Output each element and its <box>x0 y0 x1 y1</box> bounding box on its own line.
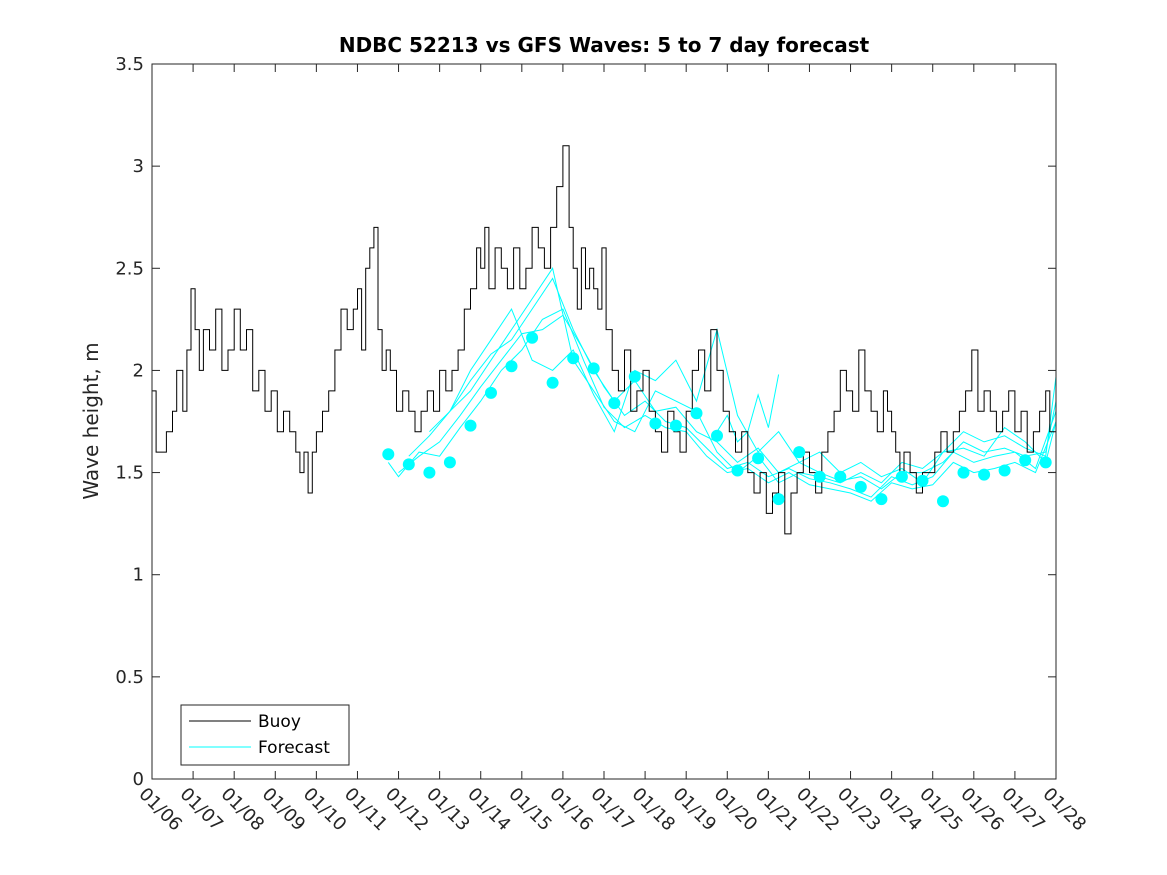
forecast-marker <box>937 495 949 508</box>
forecast-marker <box>813 470 826 483</box>
x-tick-label: 01/12 <box>381 784 433 836</box>
forecast-marker <box>854 480 867 493</box>
y-tick-label: 3.5 <box>115 54 144 75</box>
x-tick-label: 01/07 <box>176 784 228 836</box>
forecast-marker <box>731 464 744 477</box>
forecast-marker <box>978 468 991 481</box>
y-tick-label: 1.5 <box>115 463 144 484</box>
forecast-marker <box>875 493 888 506</box>
forecast-marker <box>793 446 806 459</box>
forecast-line <box>398 314 1057 498</box>
forecast-line <box>449 308 1057 484</box>
y-axis: 0 0.5 1 1.5 2 2.5 3 3.5 <box>115 54 1056 790</box>
forecast-marker <box>998 464 1011 477</box>
x-tick-label: 01/13 <box>422 784 474 836</box>
forecast-marker <box>526 331 539 344</box>
x-tick-label: 01/22 <box>792 784 844 836</box>
forecast-marker <box>669 419 682 432</box>
forecast-marker <box>382 448 395 461</box>
forecast-marker <box>485 386 497 399</box>
forecast-marker <box>957 466 970 479</box>
y-axis-label: Wave height, m <box>79 342 103 499</box>
forecast-marker <box>690 407 703 420</box>
forecast-marker <box>546 376 559 389</box>
y-tick-label: 1 <box>133 565 144 586</box>
x-tick-label: 01/20 <box>710 784 762 836</box>
y-tick-label: 2 <box>133 360 144 381</box>
x-tick-label: 01/14 <box>463 784 515 836</box>
x-tick-label: 01/25 <box>915 784 967 836</box>
forecast-marker-layer <box>382 331 1052 508</box>
series-layer <box>152 145 1057 535</box>
forecast-marker <box>402 458 415 471</box>
y-tick-label: 0.5 <box>115 667 144 688</box>
forecast-marker <box>834 470 847 483</box>
x-tick-label: 01/17 <box>586 784 638 836</box>
forecast-marker <box>628 370 641 383</box>
forecast-marker <box>567 352 580 365</box>
legend-buoy-label: Buoy <box>258 712 301 732</box>
forecast-marker <box>505 360 518 373</box>
forecast-marker <box>752 452 765 465</box>
x-tick-label: 01/08 <box>217 784 269 836</box>
forecast-marker <box>1039 456 1052 469</box>
x-tick-label: 01/23 <box>833 784 885 836</box>
x-tick-label: 01/18 <box>628 784 680 836</box>
y-tick-label: 0 <box>133 769 144 790</box>
x-tick-label: 01/10 <box>299 784 351 836</box>
forecast-marker <box>649 417 662 430</box>
forecast-marker <box>895 470 908 483</box>
legend-forecast-label: Forecast <box>258 738 330 758</box>
x-tick-label: 01/28 <box>1038 784 1090 836</box>
y-tick-label: 2.5 <box>115 258 144 279</box>
x-tick-label: 01/09 <box>258 784 310 836</box>
x-tick-label: 01/21 <box>751 784 803 836</box>
x-tick-label: 01/15 <box>504 784 556 836</box>
forecast-line <box>408 277 1057 490</box>
plot-area <box>152 64 1056 779</box>
buoy-line <box>152 145 1057 535</box>
forecast-marker <box>464 419 477 432</box>
forecast-marker <box>608 397 621 410</box>
forecast-marker <box>916 474 929 487</box>
legend: Buoy Forecast <box>180 704 350 766</box>
forecast-line <box>387 308 1057 502</box>
forecast-marker <box>423 466 436 479</box>
x-tick-label: 01/06 <box>134 784 186 836</box>
x-tick-label: 01/27 <box>997 784 1049 836</box>
x-tick-label: 01/11 <box>340 784 392 836</box>
legend-box <box>180 704 350 766</box>
forecast-marker <box>711 429 723 442</box>
x-tick-label: 01/26 <box>956 784 1008 836</box>
chart-title: NDBC 52213 vs GFS Waves: 5 to 7 day fore… <box>339 33 870 57</box>
forecast-marker <box>587 362 600 375</box>
forecast-marker <box>772 493 785 506</box>
x-tick-label: 01/24 <box>874 784 926 836</box>
y-tick-label: 3 <box>133 156 144 177</box>
forecast-marker <box>443 456 456 469</box>
x-tick-label: 01/16 <box>545 784 597 836</box>
forecast-marker <box>1019 454 1032 467</box>
x-tick-label: 01/19 <box>669 784 721 836</box>
